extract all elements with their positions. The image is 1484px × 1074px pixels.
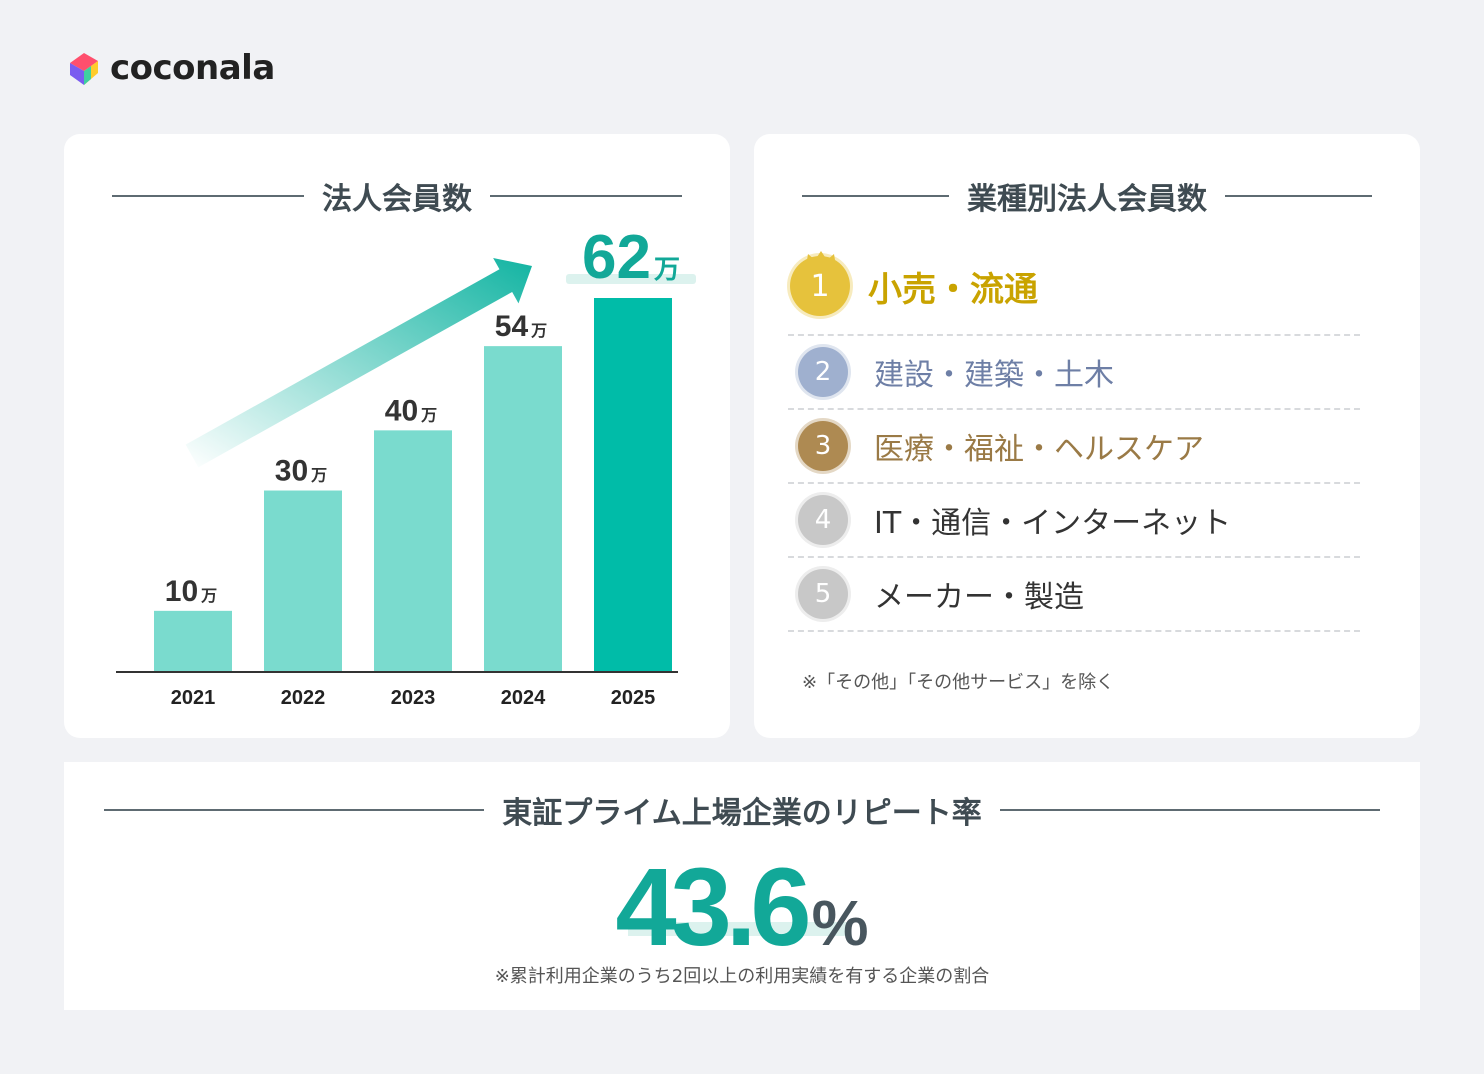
coconala-logo-icon xyxy=(70,53,98,85)
bar-2023 xyxy=(374,430,452,671)
industry-rank-list: 1 小売・流通 2 建設・建築・土木 3 医療・福祉・ヘルスケア 4 IT・通信… xyxy=(788,238,1360,632)
rank-item-4: 4 IT・通信・インターネット xyxy=(788,484,1360,558)
repeat-rate-card: 東証プライム上場企業のリピート率 43.6% ※累計利用企業のうち2回以上の利用… xyxy=(64,762,1420,1010)
bar-value-label: 40 万 xyxy=(385,394,437,427)
rank-label: IT・通信・インターネット xyxy=(874,506,1232,541)
bar-2024 xyxy=(484,346,562,671)
x-tick-label: 2022 xyxy=(281,687,326,709)
repeat-title-row: 東証プライム上場企業のリピート率 xyxy=(104,788,1380,832)
bar-value-label: 30 万 xyxy=(275,455,327,488)
bar-2021 xyxy=(154,610,232,671)
repeat-rate-value: 43.6% xyxy=(64,844,1420,971)
rank-number: 3 xyxy=(814,431,832,461)
industry-card: 業種別法人会員数 1 小売・流通 2 建設・建築・土木 3 医療・福祉・ヘルスケ… xyxy=(754,134,1420,738)
bar-value-label: 54 万 xyxy=(495,310,547,343)
rank-item-3: 3 医療・福祉・ヘルスケア xyxy=(788,410,1360,484)
members-card: 法人会員数 10 万 30 万 40 万 54 万 62 万 2021 2022 2023 2024 20… xyxy=(64,134,730,738)
industry-title-row: 業種別法人会員数 xyxy=(802,174,1372,218)
bar-2025 xyxy=(594,298,672,671)
x-tick-label: 2025 xyxy=(611,687,656,709)
rank-number: 2 xyxy=(814,357,832,387)
silver-medal-icon: 2 xyxy=(798,347,848,397)
members-bar-chart: 10 万 30 万 40 万 54 万 62 万 2021 2022 2023 2024 2025 xyxy=(116,223,696,709)
rank-item-1: 1 小売・流通 xyxy=(788,238,1360,336)
trend-arrow-icon xyxy=(185,257,532,468)
x-tick-label: 2023 xyxy=(391,687,436,709)
rank-label: 医療・福祉・ヘルスケア xyxy=(874,432,1204,467)
rank-badge-icon: 4 xyxy=(798,495,848,545)
title-divider-left xyxy=(112,195,304,197)
brand-name: coconala xyxy=(110,48,275,88)
repeat-rate-unit: % xyxy=(811,887,869,959)
rank-number: 5 xyxy=(814,579,832,609)
crown-icon xyxy=(806,251,836,266)
industry-note: ※「その他」「その他サービス」を除く xyxy=(802,672,1115,693)
repeat-rate-number: 43.6 xyxy=(615,846,812,969)
value-highlight-underline xyxy=(628,922,848,936)
rank-number: 1 xyxy=(810,268,830,304)
industry-title: 業種別法人会員数 xyxy=(967,182,1207,217)
members-title-row: 法人会員数 xyxy=(112,174,682,218)
bar-value-label: 62 万 xyxy=(582,223,680,292)
title-divider-right xyxy=(999,809,1380,811)
title-divider-right xyxy=(1225,195,1372,197)
bronze-medal-icon: 3 xyxy=(798,421,848,471)
x-tick-label: 2024 xyxy=(501,687,546,709)
rank-label: 建設・建築・土木 xyxy=(874,358,1114,393)
highlight-label-underline xyxy=(566,274,696,284)
bar-value-label: 10 万 xyxy=(165,575,217,608)
gold-medal-icon: 1 xyxy=(790,251,850,316)
rank-label: 小売・流通 xyxy=(868,269,1038,310)
bar-2022 xyxy=(264,490,342,671)
repeat-note: ※累計利用企業のうち2回以上の利用実績を有する企業の割合 xyxy=(494,966,990,987)
rank-badge-icon: 5 xyxy=(798,569,848,619)
repeat-title: 東証プライム上場企業のリピート率 xyxy=(502,796,982,831)
title-divider-left xyxy=(104,809,485,811)
title-divider-right xyxy=(490,195,682,197)
rank-item-2: 2 建設・建築・土木 xyxy=(788,336,1360,410)
coconala-logo[interactable]: coconala xyxy=(66,48,275,88)
title-divider-left xyxy=(802,195,949,197)
rank-label: メーカー・製造 xyxy=(874,580,1084,615)
rank-number: 4 xyxy=(814,505,832,535)
rank-item-5: 5 メーカー・製造 xyxy=(788,558,1360,632)
x-tick-label: 2021 xyxy=(171,687,216,709)
members-title: 法人会員数 xyxy=(322,182,472,217)
